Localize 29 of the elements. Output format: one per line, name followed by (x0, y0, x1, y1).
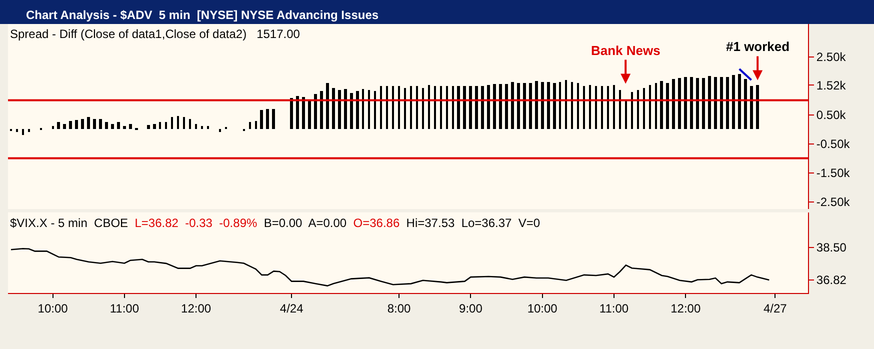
x-tick-label: 9:00 (459, 301, 483, 316)
annotation: -0.89% (219, 216, 258, 230)
y-tick-label: -0.50k (816, 137, 851, 151)
text: B=0.00 A=0.00 (264, 216, 347, 230)
y-tick-label: -2.50k (816, 195, 851, 210)
text: Hi=37.53 Lo=36.37 V=0 (406, 216, 540, 230)
y-tick-label: 2.50k (816, 50, 847, 64)
x-tick-label: 11:00 (599, 301, 629, 316)
annotation: O=36.86 (353, 216, 400, 230)
y-tick-label: 0.50k (816, 108, 847, 122)
x-tick-label: 12:00 (181, 301, 212, 316)
x-tick-label: 12:00 (670, 301, 701, 316)
x-tick-label: 10:00 (38, 301, 68, 316)
y-tick-label: 1.52k (816, 78, 847, 92)
annotation: #1 worked (726, 39, 790, 54)
chart-title: Chart Analysis - $ADV 5 min [NYSE] NYSE Advancing Issues (26, 8, 379, 22)
annotation: Bank News (591, 43, 660, 58)
x-tick-label: 10:00 (527, 301, 558, 316)
y-tick-label: 38.50 (816, 240, 847, 254)
annotation: -0.33 (185, 216, 213, 230)
y-tick-label: 36.82 (816, 273, 847, 288)
x-tick-label: 4/24 (280, 301, 304, 316)
annotation: L=36.82 (134, 216, 179, 230)
x-tick-label: 4/27 (763, 301, 788, 316)
x-tick-label: 8:00 (387, 301, 412, 316)
chart-title: $VIX.X - 5 min CBOE (10, 216, 128, 230)
chart-subtitle: Spread - Diff (Close of data1,Close of data2) 1517.00 (10, 27, 300, 41)
y-tick-label: -1.50k (816, 166, 851, 180)
x-tick-label: 11:00 (110, 301, 140, 316)
